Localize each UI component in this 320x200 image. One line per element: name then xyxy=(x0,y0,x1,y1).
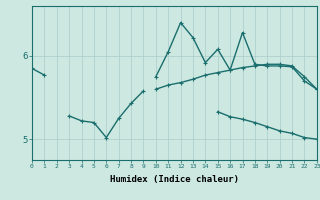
X-axis label: Humidex (Indice chaleur): Humidex (Indice chaleur) xyxy=(110,175,239,184)
